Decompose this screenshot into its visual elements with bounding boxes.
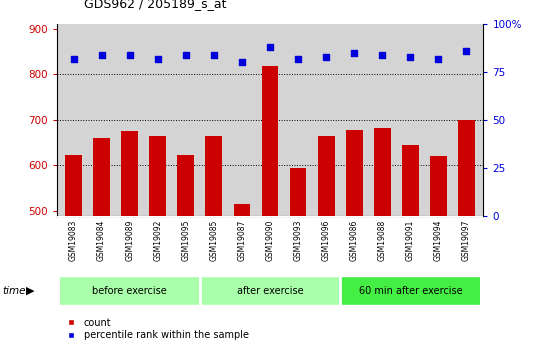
Bar (318, 136, 335, 216)
Text: GSM19084: GSM19084 (97, 220, 106, 261)
Bar (261, 66, 279, 216)
Point (125, 52, 134, 58)
Bar (233, 204, 251, 216)
Text: GSM19087: GSM19087 (238, 220, 246, 261)
Point (97, 52, 106, 58)
Bar (200, 276, 340, 305)
Point (434, 56, 443, 61)
Point (69, 56, 78, 61)
Bar (374, 128, 390, 216)
Text: time: time (3, 286, 26, 296)
Text: GDS962 / 205189_s_at: GDS962 / 205189_s_at (84, 0, 226, 10)
Point (350, 50, 359, 56)
Bar (59, 276, 200, 305)
Text: 60 min after exercise: 60 min after exercise (359, 286, 462, 296)
Bar (177, 155, 194, 216)
Point (153, 56, 162, 61)
Text: GSM19086: GSM19086 (350, 220, 359, 261)
Text: before exercise: before exercise (92, 286, 167, 296)
Point (294, 56, 302, 61)
Text: GSM19097: GSM19097 (462, 220, 471, 262)
Text: after exercise: after exercise (237, 286, 303, 296)
Text: GSM19088: GSM19088 (378, 220, 387, 261)
Text: GSM19090: GSM19090 (266, 220, 274, 262)
Text: GSM19085: GSM19085 (210, 220, 218, 261)
Point (238, 60, 246, 65)
Bar (340, 276, 481, 305)
Point (322, 54, 330, 59)
Bar (122, 131, 138, 216)
Bar (205, 136, 222, 216)
Text: GSM19096: GSM19096 (322, 220, 330, 262)
Bar (65, 155, 82, 216)
Point (210, 52, 218, 58)
Bar (346, 130, 363, 216)
Point (181, 52, 190, 58)
Bar (93, 138, 110, 216)
Text: GSM19094: GSM19094 (434, 220, 443, 262)
Text: GSM19083: GSM19083 (69, 220, 78, 261)
Bar (402, 145, 418, 216)
Text: GSM19091: GSM19091 (406, 220, 415, 261)
Bar (289, 168, 307, 216)
Point (378, 52, 387, 58)
Bar (150, 136, 166, 216)
Text: ▶: ▶ (26, 286, 35, 296)
Text: GSM19095: GSM19095 (181, 220, 190, 262)
Text: GSM19092: GSM19092 (153, 220, 162, 261)
Text: GSM19089: GSM19089 (125, 220, 134, 261)
Text: GSM19093: GSM19093 (294, 220, 302, 262)
Bar (458, 120, 475, 216)
Bar (430, 156, 447, 216)
Point (266, 45, 274, 50)
Legend: count, percentile rank within the sample: count, percentile rank within the sample (62, 318, 249, 340)
Point (406, 54, 415, 59)
Point (462, 48, 471, 54)
